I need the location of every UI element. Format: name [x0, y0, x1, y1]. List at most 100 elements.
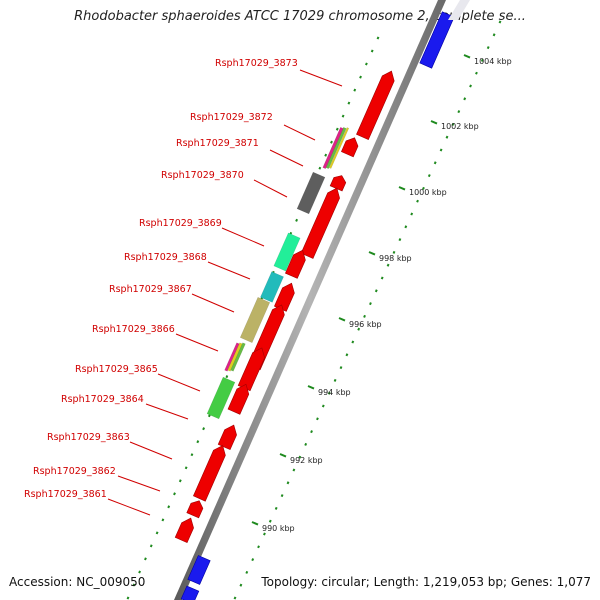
label-leader [145, 403, 189, 420]
gc-dot [155, 531, 159, 535]
scale-tick-label: 990 kbp [262, 524, 295, 533]
reverse-strand-genes [180, 0, 470, 600]
scale-tick-label: 1002 kbp [441, 122, 479, 131]
gc-dot [364, 62, 368, 66]
inner-gene-block [239, 296, 271, 344]
forward-gene-arrow [300, 187, 340, 259]
gc-dot [225, 375, 229, 379]
scale-tick-label: 998 kbp [379, 254, 412, 263]
reverse-gene-faded [448, 0, 470, 20]
scale-tick-mark [368, 251, 376, 256]
forward-gene-arrow [227, 383, 250, 415]
forward-gene-arrow [356, 70, 395, 140]
gc-dot [144, 557, 147, 561]
forward-gene-arrow [329, 175, 347, 192]
reverse-gene-arrow [419, 11, 455, 69]
gc-dot [274, 506, 278, 510]
gc-dot [469, 84, 472, 88]
gc-dot [369, 302, 372, 306]
scale-tick-label: 992 kbp [290, 456, 323, 465]
accession-text: Accession: NC_009050 [9, 575, 146, 589]
gc-dot [233, 596, 237, 600]
gc-dot [318, 166, 322, 170]
gc-dot [392, 250, 396, 254]
scale-tick-label: 1004 kbp [474, 57, 512, 66]
gc-dot [190, 453, 194, 457]
gc-dot [347, 101, 351, 105]
gene-labels: Rsph17029_3873 Rsph17029_3872 Rsph17029_38… [24, 58, 298, 500]
gc-dot [416, 199, 419, 203]
inner-gene-block [260, 271, 284, 303]
gc-dot [167, 505, 171, 509]
gc-dot [196, 440, 200, 444]
label-leader [283, 124, 316, 141]
gene-label: Rsph17029_3867 [109, 284, 192, 295]
scale-tick-label: 994 kbp [318, 388, 351, 397]
gc-skew-dots [126, 20, 502, 600]
label-leader [253, 179, 288, 198]
forward-strand-genes [174, 70, 395, 543]
gene-label: Rsph17029_3873 [215, 58, 298, 69]
gc-dot [280, 494, 284, 498]
gc-dot [351, 340, 355, 344]
gc-dot [475, 71, 478, 75]
reverse-gene-arrow [180, 585, 200, 600]
gc-dot [257, 545, 260, 549]
gene-label: Rsph17029_3871 [176, 138, 259, 149]
gc-dot [357, 327, 361, 331]
gc-dot [498, 20, 502, 24]
gene-label: Rsph17029_3864 [61, 394, 144, 405]
gc-dot [345, 353, 349, 357]
gc-dot [422, 186, 425, 190]
forward-gene-arrow [274, 282, 295, 312]
scale-tick-mark [279, 453, 287, 458]
scale-tick-label: 1000 kbp [409, 188, 447, 197]
gc-dot [451, 122, 455, 126]
gene-label: Rsph17029_3866 [92, 324, 175, 335]
gene-label: Rsph17029_3861 [24, 489, 107, 500]
gc-dot [245, 570, 249, 574]
inner-gene-block [322, 126, 344, 170]
gc-dot [363, 314, 366, 318]
gc-dot [492, 33, 496, 37]
gc-dot [298, 455, 302, 459]
label-leader [107, 498, 151, 516]
gc-dot [376, 36, 380, 40]
label-leader [191, 293, 235, 313]
gc-dot [427, 174, 431, 178]
scale-tick-mark [463, 54, 471, 59]
gc-dot [398, 238, 402, 242]
gene-label: Rsph17029_3868 [124, 252, 207, 263]
gc-dot [457, 110, 461, 114]
gene-label: Rsph17029_3870 [161, 170, 244, 181]
forward-gene-arrow [186, 500, 204, 519]
gc-dot [132, 583, 136, 587]
scale-tick-mark [307, 385, 315, 390]
gc-dot [333, 378, 337, 382]
gc-dot [480, 58, 484, 62]
scale-tick-mark [398, 186, 406, 191]
inner-track-genes [206, 126, 350, 420]
gc-dot [410, 212, 414, 216]
chromosome-backbone [174, 0, 446, 600]
label-leader [117, 475, 161, 492]
gc-dot [335, 127, 339, 131]
gc-dot [463, 97, 467, 101]
inner-gene-block [328, 127, 350, 169]
reverse-gene-arrow [187, 555, 211, 585]
gc-dot [321, 404, 325, 408]
gc-dot [184, 466, 188, 470]
label-leader [175, 333, 219, 352]
topology-text: Topology: circular; Length: 1,219,053 bp… [261, 575, 591, 589]
label-leader [157, 373, 201, 392]
gc-dot [251, 558, 255, 562]
gc-dot [359, 75, 362, 79]
gc-dot [295, 218, 299, 222]
map-title: Rhodobacter sphaeroides ATCC 17029 chrom… [74, 9, 526, 24]
label-leader [221, 227, 265, 247]
inner-gene-block [206, 376, 236, 420]
gc-dot [327, 391, 331, 395]
forward-gene-arrow [341, 137, 359, 158]
gc-dot [339, 366, 343, 370]
